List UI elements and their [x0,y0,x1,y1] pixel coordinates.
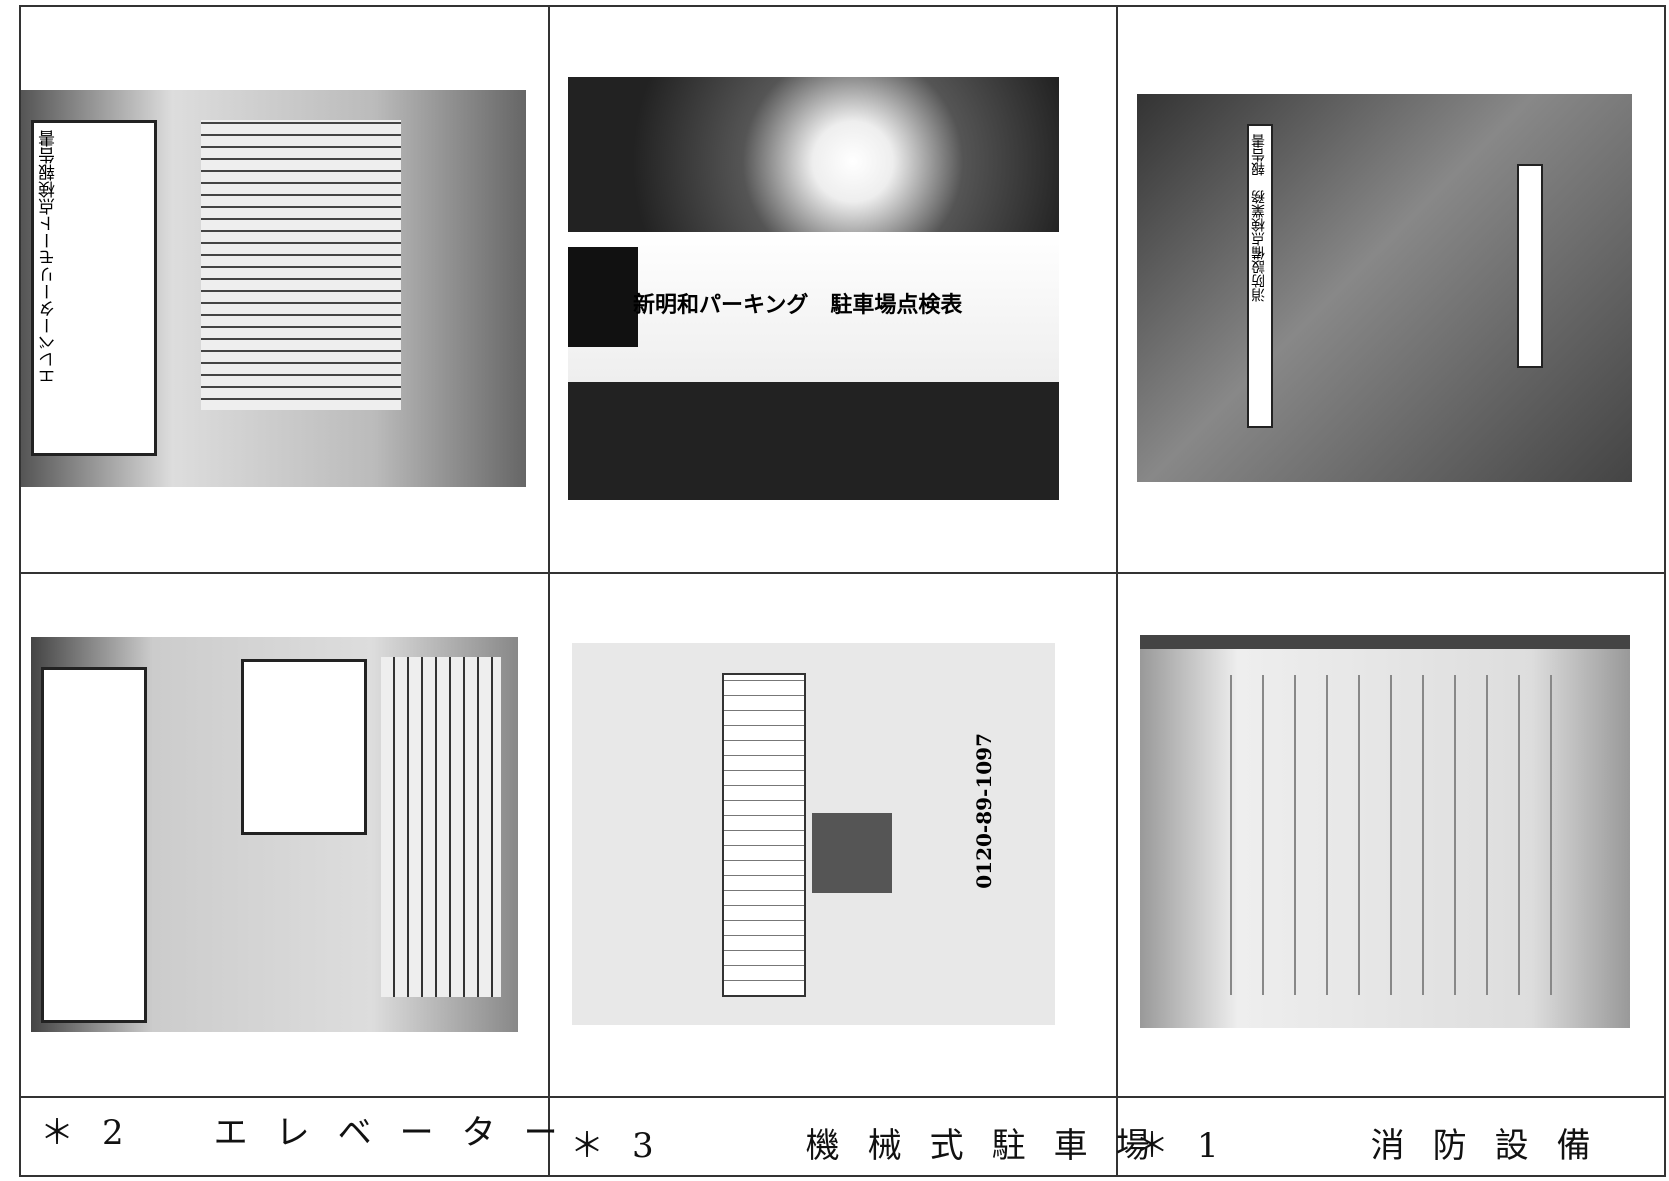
table-border [19,1175,1666,1177]
table-border [19,5,21,1177]
row-line [19,572,1666,574]
row-line [19,1096,1666,1098]
photo: 新明和パーキング 駐車場点検表 [568,77,1059,500]
photo-text: 0120-89-1097 [972,733,996,889]
cell-label: ＊2 エレベーター [40,1113,586,1153]
photo: エレベーターリモート点検報告書 [21,90,526,487]
table-border [1664,5,1666,1177]
cell-label: ＊3 機械式駐車場 [570,1126,1178,1166]
column-line [548,5,550,1177]
photo-text: 消防設備点検業務 報告書 [1251,134,1267,302]
photo-text: エレベーターリモート点検報告書 [39,130,59,385]
photo-text: 新明和パーキング 駐車場点検表 [633,292,963,318]
photo [1140,635,1630,1028]
photo: 0120-89-1097 [572,643,1055,1025]
photo [31,637,518,1032]
cell-label: ＊1 消防設備 [1135,1126,1619,1166]
column-line [1116,5,1118,1177]
table-border [19,5,1666,7]
photo: 消防設備点検業務 報告書 [1137,94,1632,482]
